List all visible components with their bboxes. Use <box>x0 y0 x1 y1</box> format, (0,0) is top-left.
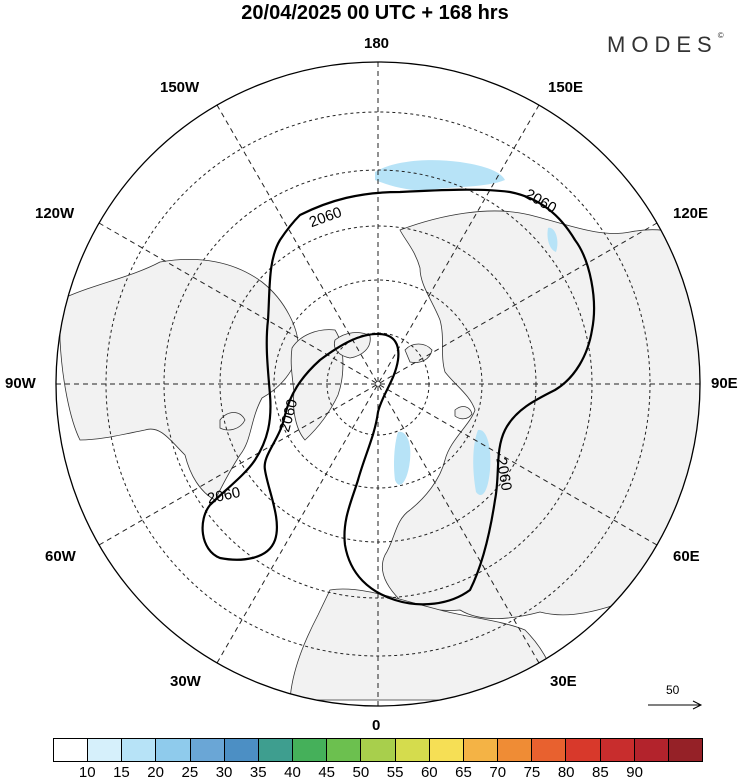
lon-label-150e: 150E <box>548 79 584 96</box>
lon-label-180: 180 <box>364 35 390 52</box>
colorbar-tick-label: 75 <box>523 764 541 781</box>
contour-label: 2060 <box>206 484 242 508</box>
colorbar-swatch <box>54 739 89 761</box>
colorbar-tick-label: 40 <box>284 764 301 781</box>
colorbar-swatch <box>668 739 702 761</box>
colorbar-swatch <box>463 739 499 761</box>
lon-label-60w: 60W <box>45 548 76 565</box>
land-africa <box>289 588 561 701</box>
lon-label-150w: 150W <box>160 79 200 96</box>
colorbar <box>53 738 703 762</box>
colorbar-swatch <box>88 739 123 761</box>
colorbar-swatch <box>498 739 533 761</box>
colorbar-swatch <box>224 739 259 761</box>
wind-shading <box>375 160 558 496</box>
colorbar-tick-label: 20 <box>147 764 164 781</box>
shade-scandinavia <box>394 431 411 485</box>
colorbar-tick-label: 55 <box>386 764 404 781</box>
colorbar-swatch <box>258 739 294 761</box>
colorbar-tick-label: 90 <box>626 764 643 781</box>
colorbar-swatch <box>190 739 225 761</box>
lon-label-60e: 60E <box>673 548 700 565</box>
lon-label-90e: 90E <box>711 375 738 392</box>
lon-label-30w: 30W <box>170 673 201 690</box>
map-title: 20/04/2025 00 UTC + 168 hrs <box>241 2 509 24</box>
wind-reference-label: 50 <box>666 683 680 697</box>
colorbar-tick-label: 80 <box>557 764 575 781</box>
colorbar-swatch <box>634 739 669 761</box>
shade-east-siberia <box>375 160 505 191</box>
colorbar-ticks: 10 15 20 25 30 35 40 45 50 55 60 65 70 75 80 85 90 <box>53 764 703 782</box>
colorbar-tick-label: 65 <box>455 764 472 781</box>
lon-label-30e: 30E <box>550 673 577 690</box>
colorbar-tick-label: 30 <box>215 764 233 781</box>
colorbar-swatch <box>600 739 635 761</box>
colorbar-swatch <box>293 739 328 761</box>
lon-label-0: 0 <box>372 717 381 734</box>
colorbar-tick-label: 10 <box>78 764 96 781</box>
colorbar-swatch <box>429 739 464 761</box>
colorbar-swatch <box>361 739 396 761</box>
colorbar-tick-label: 35 <box>249 764 267 781</box>
colorbar-swatch <box>532 739 567 761</box>
lon-label-120e: 120E <box>673 205 709 222</box>
colorbar-swatch <box>156 739 191 761</box>
lon-label-120w: 120W <box>35 205 75 222</box>
colorbar-tick-label: 60 <box>420 764 438 781</box>
colorbar-tick-label: 15 <box>113 764 130 781</box>
brand-logo: MODES© <box>607 30 724 57</box>
land-greenland <box>290 329 344 441</box>
colorbar-tick-label: 45 <box>318 764 336 781</box>
wind-reference-arrow <box>648 700 703 710</box>
colorbar-swatch <box>122 739 157 761</box>
colorbar-tick-label: 50 <box>352 764 370 781</box>
colorbar-swatch <box>566 739 601 761</box>
contour-2060 <box>201 188 596 606</box>
colorbar-swatch <box>395 739 430 761</box>
colorbar-tick-label: 85 <box>592 764 609 781</box>
land-arctic-islands <box>333 332 371 359</box>
contour-main <box>201 188 596 606</box>
colorbar-swatch <box>327 739 362 761</box>
colorbar-tick-label: 25 <box>181 764 199 781</box>
colorbar-tick-label: 70 <box>489 764 507 781</box>
land-north-america <box>59 258 299 501</box>
shade-ural <box>473 429 491 496</box>
lon-label-90w: 90W <box>5 375 36 392</box>
map-boundary <box>55 61 701 707</box>
contour-label: 2060 <box>492 456 515 492</box>
